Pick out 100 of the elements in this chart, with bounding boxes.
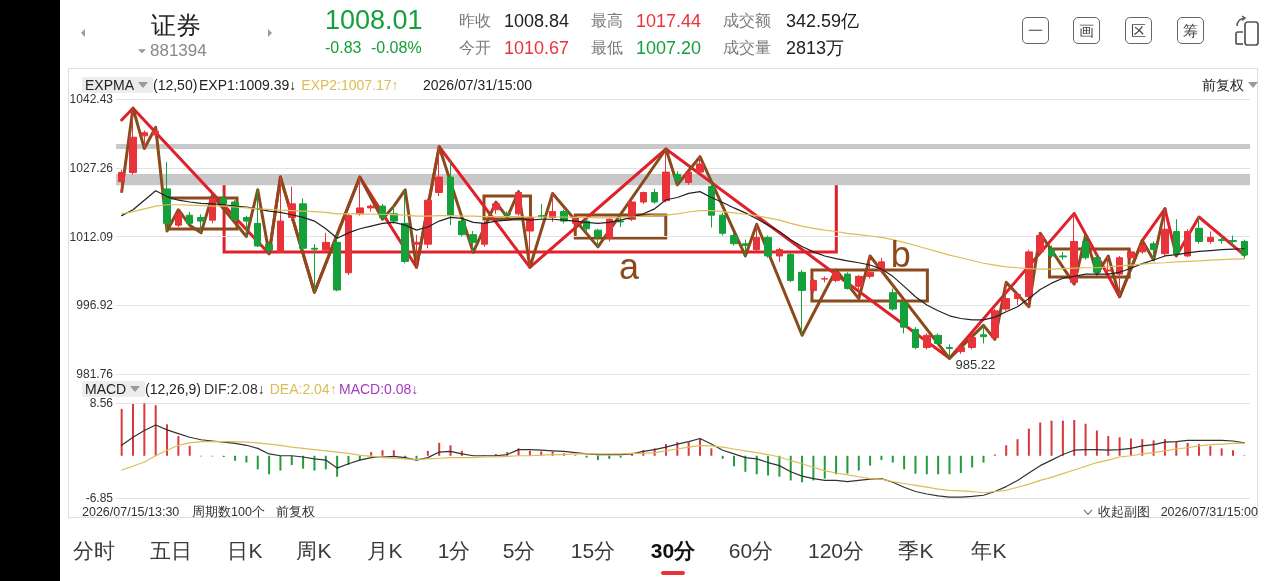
candlestick (118, 169, 125, 194)
bar (959, 455, 962, 474)
candlestick (1229, 235, 1237, 247)
bar (767, 455, 770, 476)
candlestick (1025, 249, 1033, 308)
bar (166, 424, 169, 456)
y-tick-label: 8.56 (89, 396, 114, 410)
candlestick (640, 191, 647, 205)
candlestick (515, 191, 522, 217)
candlestick (753, 223, 760, 253)
square-button: 一 (1022, 17, 1049, 44)
annotation: 985.22 (955, 356, 996, 373)
candlestick (832, 269, 840, 283)
candlestick (662, 148, 670, 203)
line-series (121, 440, 1245, 494)
candlestick (458, 216, 466, 237)
bar (188, 445, 191, 456)
bar (1220, 448, 1223, 456)
text: 1008.84 (504, 10, 570, 32)
candlestick (322, 232, 330, 253)
candlestick (878, 257, 885, 274)
candlestick (447, 159, 454, 226)
text: 周期数100个 (192, 504, 265, 520)
bar (1231, 450, 1234, 456)
text: 前复权 (276, 504, 315, 520)
text: MACD:0.08↓ (339, 380, 419, 398)
candlestick (492, 201, 500, 215)
text: 2026/07/31/15:00 (423, 76, 532, 94)
candlestick (674, 170, 681, 186)
candlestick (379, 203, 386, 220)
bar (177, 436, 180, 456)
candlestick (163, 161, 171, 232)
bar (823, 455, 826, 479)
bar (1005, 445, 1008, 456)
candlestick (696, 156, 704, 175)
candlestick (1014, 293, 1021, 306)
bar (256, 455, 259, 470)
chart-subtitle: (12,26,9) (145, 380, 202, 398)
chart-title: EXPMA (85, 77, 135, 93)
candlestick (333, 234, 341, 292)
bar (154, 405, 157, 456)
candlestick (1150, 240, 1157, 261)
text: 881394 (150, 41, 207, 61)
candlestick (980, 324, 987, 344)
candlestick (1241, 239, 1248, 260)
bar (1209, 445, 1212, 456)
bar (381, 450, 384, 456)
text: 年K (971, 538, 1007, 564)
bar (1050, 420, 1053, 456)
text: 60分 (728, 538, 774, 564)
candlestick (730, 232, 738, 247)
dropdown-field: MACD (82, 381, 146, 397)
bar (971, 455, 974, 468)
text: 日K (227, 538, 263, 564)
text: 昨收 (459, 11, 491, 31)
text: 1017.44 (636, 10, 702, 32)
text: 月K (367, 538, 403, 564)
bar (449, 445, 452, 456)
square-button: 画 (1073, 17, 1100, 44)
bar (948, 455, 951, 475)
candlestick (594, 228, 602, 248)
candlestick (685, 171, 692, 186)
text: 342.59亿 (786, 10, 860, 32)
candlestick (1218, 235, 1225, 245)
candlestick (1184, 228, 1191, 258)
candlestick (503, 211, 511, 218)
candlestick (254, 189, 261, 248)
candlestick (243, 215, 250, 237)
candlestick (991, 308, 999, 340)
bar (857, 455, 860, 471)
square-button: 筹 (1177, 17, 1204, 44)
bar (143, 403, 146, 456)
candlestick (1127, 249, 1135, 261)
candlestick (435, 146, 443, 197)
y-tick-label: 981.76 (76, 367, 114, 381)
bar (313, 455, 316, 471)
candlestick (957, 344, 965, 355)
text: 15分 (570, 538, 616, 564)
bar (1095, 430, 1098, 456)
candlestick (606, 216, 613, 242)
candlestick (141, 129, 148, 150)
candlestick (265, 240, 273, 255)
candlestick (345, 213, 352, 276)
candlestick (469, 230, 477, 253)
candlestick (968, 334, 976, 350)
bar (914, 455, 917, 474)
text: EXP2:1007.17↑ (301, 76, 399, 94)
candlestick (1195, 216, 1203, 245)
candlestick (651, 188, 658, 205)
candlestick (1059, 251, 1067, 261)
bar (891, 455, 894, 463)
bar (132, 403, 135, 456)
text: 2813万 (786, 37, 845, 59)
bar (869, 455, 872, 466)
dropdown-field: EXPMA (82, 77, 153, 93)
candlestick (277, 176, 284, 254)
text: 最高 (591, 11, 623, 31)
text: 1010.67 (504, 37, 570, 59)
bar (1061, 420, 1064, 456)
bar (370, 452, 373, 456)
